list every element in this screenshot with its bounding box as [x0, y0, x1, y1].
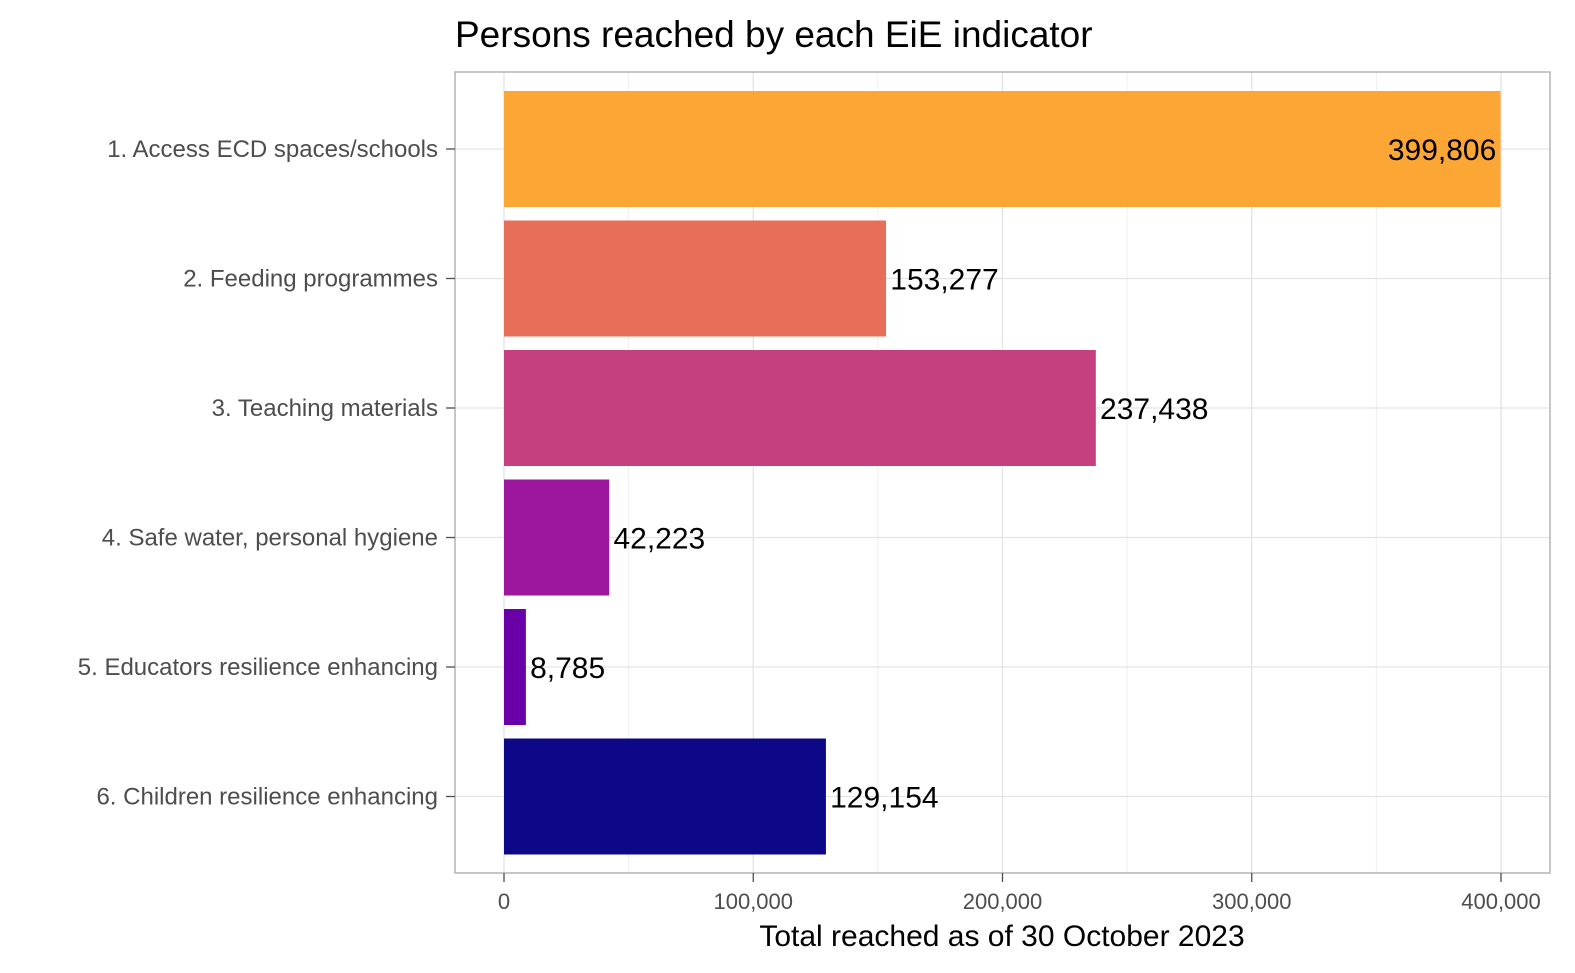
- x-axis-title: Total reached as of 30 October 2023: [759, 920, 1244, 953]
- y-axis: 1. Access ECD spaces/schools 2. Feeding p…: [78, 136, 455, 811]
- category-label: 6. Children resilience enhancing: [96, 784, 438, 811]
- bar: [504, 738, 826, 855]
- bar: [504, 609, 526, 725]
- category-label: 1. Access ECD spaces/schools: [107, 136, 438, 163]
- bar: [504, 350, 1096, 466]
- value-label: 129,154: [830, 782, 938, 815]
- category-label: 3. Teaching materials: [212, 395, 438, 422]
- bar: [504, 479, 610, 596]
- category-label: 5. Educators resilience enhancing: [78, 654, 438, 681]
- x-tick-label: 100,000: [713, 889, 793, 914]
- bars: [504, 91, 1501, 855]
- value-labels: 399,806 153,277 237,438 42,223 8,785 129,154: [530, 134, 1496, 815]
- x-tick-label: 300,000: [1212, 889, 1292, 914]
- x-tick-label: 0: [498, 889, 510, 914]
- category-label: 2. Feeding programmes: [183, 266, 438, 293]
- category-label: 4. Safe water, personal hygiene: [102, 525, 438, 552]
- x-tick-label: 200,000: [963, 889, 1043, 914]
- value-label: 399,806: [1388, 134, 1496, 167]
- value-label: 42,223: [613, 523, 705, 556]
- value-label: 8,785: [530, 652, 605, 685]
- bar: [504, 220, 887, 337]
- x-tick-label: 400,000: [1461, 889, 1541, 914]
- x-axis: 0 100,000 200,000 300,000 400,000: [498, 873, 1541, 914]
- chart-title: Persons reached by each EiE indicator: [455, 14, 1093, 55]
- bar: [504, 91, 1501, 207]
- value-label: 153,277: [890, 264, 998, 297]
- value-label: 237,438: [1100, 393, 1208, 426]
